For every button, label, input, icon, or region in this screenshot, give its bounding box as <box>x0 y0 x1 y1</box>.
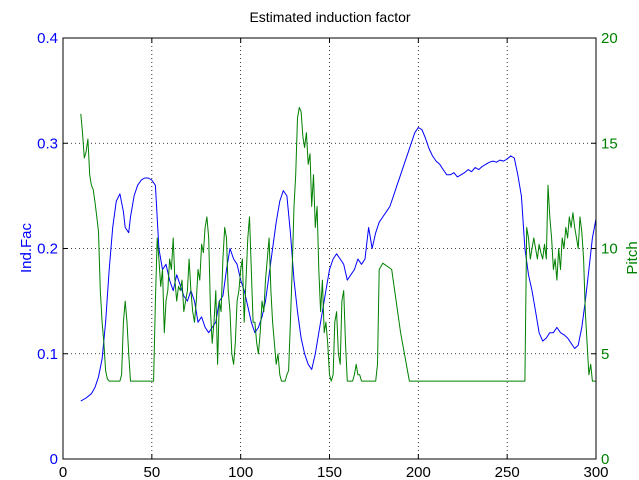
y-left-tick-label: 0.1 <box>37 346 58 363</box>
y-left-tick-label: 0 <box>50 451 58 468</box>
series-lines <box>80 107 597 402</box>
y-right-axis-label: Pitch <box>624 241 639 274</box>
x-tick-label: 0 <box>59 464 67 480</box>
y-left-tick-labels: 0 0.1 0.2 0.3 0.4 <box>37 30 58 468</box>
chart-title: Estimated induction factor <box>249 9 410 25</box>
grid <box>63 38 596 459</box>
y-right-tick-labels: 0 5 10 15 20 <box>601 30 618 468</box>
plot-area <box>63 38 596 459</box>
x-tick-label: 200 <box>406 464 431 480</box>
y-right-tick-label: 5 <box>601 346 609 363</box>
y-left-tick-label: 0.4 <box>37 30 58 47</box>
x-tick-labels: 0 50 100 150 200 250 300 <box>59 464 609 480</box>
y-left-tick-label: 0.2 <box>37 241 58 258</box>
x-tick-label: 50 <box>143 464 160 480</box>
y-right-tick-label: 10 <box>601 241 618 258</box>
y-right-tick-label: 15 <box>601 135 618 152</box>
induction-factor-series-line <box>80 127 597 402</box>
x-tick-label: 300 <box>583 464 608 480</box>
y-left-tick-label: 0.3 <box>37 135 58 152</box>
tick-marks <box>62 37 597 460</box>
x-tick-label: 100 <box>228 464 253 480</box>
y-left-axis-label: Ind.Fac <box>18 222 35 273</box>
y-right-tick-label: 0 <box>601 451 609 468</box>
x-tick-label: 150 <box>317 464 342 480</box>
pitch-series-line <box>80 107 596 382</box>
x-tick-label: 250 <box>495 464 520 480</box>
y-right-tick-label: 20 <box>601 30 618 47</box>
